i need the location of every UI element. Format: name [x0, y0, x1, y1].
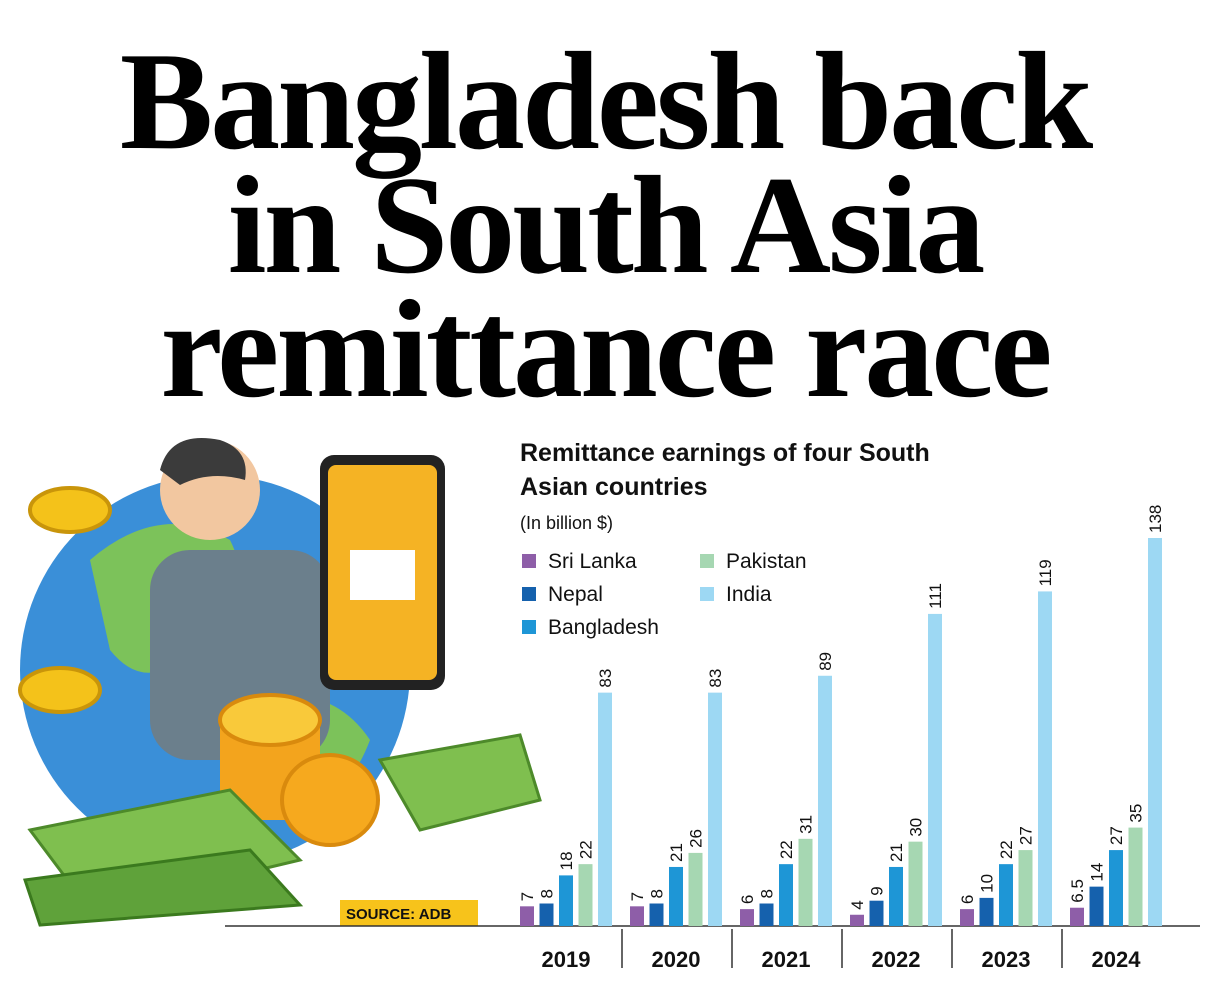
bar: [779, 864, 793, 926]
value-label: 10: [978, 874, 997, 893]
bar: [630, 906, 644, 926]
value-label: 111: [926, 583, 945, 609]
bar: [1038, 591, 1052, 926]
bar: [908, 841, 923, 926]
x-tick-label: 2021: [762, 947, 811, 972]
value-label: 21: [887, 843, 906, 862]
bar: [1070, 907, 1084, 926]
value-label: 8: [538, 889, 557, 898]
legend-label: Nepal: [548, 583, 603, 606]
bar: [960, 909, 974, 926]
chart-subtitle: (In billion $): [520, 513, 613, 533]
illustration: [18, 438, 542, 927]
value-label: 30: [907, 818, 926, 837]
bar: [598, 692, 612, 926]
value-label: 83: [596, 669, 615, 688]
bar: [869, 900, 884, 926]
legend-swatch: [700, 587, 714, 601]
headline: Bangladesh back in South Asia remittance…: [119, 24, 1093, 427]
bar: [688, 852, 703, 926]
x-tick-label: 2024: [1092, 947, 1142, 972]
legend-swatch: [522, 554, 536, 568]
value-label: 4: [848, 900, 867, 909]
value-label: 26: [687, 829, 706, 848]
source: SOURCE: ADB: [346, 906, 451, 923]
value-label: 138: [1146, 505, 1165, 533]
value-label: 22: [777, 840, 796, 859]
bar: [740, 909, 754, 926]
chart-title: Remittance earnings of four South Asian c…: [520, 439, 930, 501]
bar: [759, 903, 774, 926]
value-label: 7: [628, 892, 647, 901]
legend-label: Bangladesh: [548, 616, 659, 639]
x-tick-label: 2023: [982, 947, 1031, 972]
x-tick-label: 2019: [542, 947, 591, 972]
x-tick-label: 2022: [872, 947, 921, 972]
value-label: 8: [758, 889, 777, 898]
value-label: 89: [816, 652, 835, 671]
value-label: 35: [1127, 804, 1146, 823]
bar: [1128, 827, 1143, 926]
bar: [889, 866, 903, 926]
value-label: 18: [557, 851, 576, 870]
x-tick-label: 2020: [652, 947, 701, 972]
value-label: 8: [648, 889, 667, 898]
value-label: 22: [997, 840, 1016, 859]
bar: [559, 875, 573, 926]
legend-label: Pakistan: [726, 550, 807, 573]
value-label: 119: [1036, 559, 1055, 586]
legend-swatch: [522, 587, 536, 601]
value-label: 21: [667, 843, 686, 862]
bar: [798, 838, 813, 926]
value-label: 22: [577, 840, 596, 859]
bar: [1089, 886, 1104, 926]
bar: [649, 903, 664, 926]
bar: [708, 692, 722, 926]
legend-swatch: [700, 554, 714, 568]
bar: [818, 675, 832, 926]
value-label: 14: [1088, 863, 1107, 882]
value-label: 9: [868, 886, 887, 895]
value-label: 6.5: [1068, 879, 1087, 903]
bar: [669, 866, 683, 926]
legend-label: India: [726, 583, 772, 606]
value-label: 31: [797, 815, 816, 834]
bar: [578, 864, 593, 926]
value-label: 83: [706, 669, 725, 688]
legend-label: Sri Lanka: [548, 550, 637, 573]
bar: [520, 906, 534, 926]
bar: [979, 897, 994, 926]
bar: [928, 613, 942, 926]
bar: [1109, 850, 1123, 926]
value-label: 7: [518, 892, 537, 901]
value-label: 27: [1017, 826, 1036, 845]
bar: [850, 914, 864, 926]
value-label: 6: [738, 895, 757, 904]
bar: [539, 903, 554, 926]
bar: [999, 864, 1013, 926]
value-label: 6: [958, 895, 977, 904]
legend-swatch: [522, 620, 536, 634]
bar: [1018, 850, 1033, 926]
bar: [1148, 538, 1162, 926]
value-label: 27: [1107, 826, 1126, 845]
